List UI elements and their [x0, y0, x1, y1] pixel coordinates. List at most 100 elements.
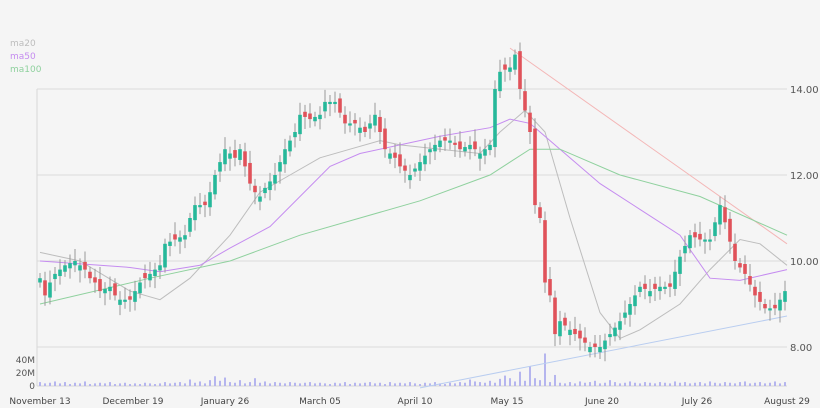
volume-bar	[579, 381, 581, 386]
candle-body-down	[393, 152, 397, 158]
candle-body-down	[378, 116, 382, 132]
candle-body-up	[603, 340, 607, 350]
volume-bar	[329, 384, 331, 386]
candle	[538, 202, 542, 224]
candle-body-up	[628, 304, 632, 315]
candle	[648, 279, 652, 304]
candle	[443, 128, 447, 151]
candle	[718, 196, 722, 235]
candle-body-up	[433, 144, 437, 152]
volume-bar	[99, 382, 101, 386]
candle	[578, 323, 582, 351]
x-tick-label: July 26	[681, 397, 713, 407]
volume-bar	[564, 383, 566, 386]
volume-tick-label: 40M	[16, 356, 35, 366]
volume-bar	[394, 383, 396, 386]
volume-bar	[734, 383, 736, 386]
candle	[418, 153, 422, 182]
candle-body-down	[593, 343, 597, 347]
candle	[278, 155, 282, 184]
candle-body-down	[173, 234, 177, 240]
volume-bar	[279, 382, 281, 386]
candle-body-down	[743, 264, 747, 274]
candle-body-up	[318, 114, 322, 120]
candle	[753, 279, 757, 308]
candle-body-down	[203, 201, 207, 206]
candle	[298, 102, 302, 142]
candle	[153, 262, 157, 289]
candle	[143, 264, 147, 289]
candle	[543, 211, 547, 293]
candle-body-up	[223, 149, 227, 165]
candle	[773, 292, 777, 316]
x-tick-label: November 13	[9, 397, 70, 407]
candle-body-down	[748, 276, 752, 285]
candle-body-down	[563, 317, 567, 326]
volume-bar	[694, 382, 696, 386]
volume-bar	[49, 382, 51, 386]
candle	[608, 323, 612, 346]
candle	[263, 182, 267, 199]
candle-body-down	[573, 328, 577, 335]
volume-bar	[599, 383, 601, 386]
candle	[178, 230, 182, 254]
candle	[473, 129, 477, 157]
volume-bar	[674, 381, 676, 386]
candle	[48, 270, 52, 305]
candle	[453, 135, 457, 157]
trend-line-resistance	[509, 47, 788, 245]
candle-body-up	[588, 347, 592, 353]
volume-bar	[454, 383, 456, 386]
legend-ma20[interactable]: ma20	[10, 39, 36, 49]
volume-bar	[479, 382, 481, 386]
candle-body-up	[288, 140, 292, 152]
volume-bar	[44, 383, 46, 386]
volume-bar	[314, 383, 316, 386]
volume-bar	[519, 371, 521, 386]
candle	[253, 178, 257, 205]
legend-ma50[interactable]: ma50	[10, 52, 36, 62]
y-tick-label: 10.00	[790, 257, 819, 268]
candle	[68, 254, 72, 279]
candle-body-up	[163, 243, 167, 268]
volume-bar	[669, 383, 671, 386]
ma100-line	[39, 148, 788, 305]
candle-body-up	[78, 265, 82, 271]
volume-bar	[729, 382, 731, 386]
candle-body-up	[428, 149, 432, 153]
candle-body-up	[333, 101, 337, 105]
volume-bar	[159, 383, 161, 386]
candle-body-down	[723, 207, 727, 223]
candle	[688, 230, 692, 254]
candle-body-up	[178, 237, 182, 242]
volume-bar	[194, 382, 196, 386]
volume-bar	[784, 382, 786, 386]
candle	[693, 223, 697, 248]
volume-bar	[629, 381, 631, 386]
candle	[318, 106, 322, 130]
candle-body-down	[253, 185, 257, 193]
legend: ma20 ma50 ma100	[10, 38, 41, 77]
volume-bar	[269, 383, 271, 386]
legend-ma100[interactable]: ma100	[10, 65, 42, 75]
candle	[383, 118, 387, 158]
candle-body-up	[268, 181, 272, 191]
candle-body-up	[323, 101, 327, 112]
candle-body-up	[613, 327, 617, 337]
candle	[198, 193, 202, 215]
volume-bar	[449, 382, 451, 386]
candle	[703, 232, 707, 254]
candle	[303, 104, 307, 129]
volume-bar	[124, 382, 126, 386]
volume-bar	[154, 384, 156, 386]
candle-body-up	[368, 123, 372, 129]
volume-bar	[684, 382, 686, 386]
candle-body-up	[193, 205, 197, 221]
volume-bar	[174, 382, 176, 386]
volume-tick-label: 20M	[16, 369, 35, 379]
candle-body-up	[58, 269, 62, 277]
candle	[713, 217, 717, 242]
volume-bar	[109, 382, 111, 386]
candle-body-up	[208, 192, 212, 208]
volume-bar	[249, 382, 251, 386]
